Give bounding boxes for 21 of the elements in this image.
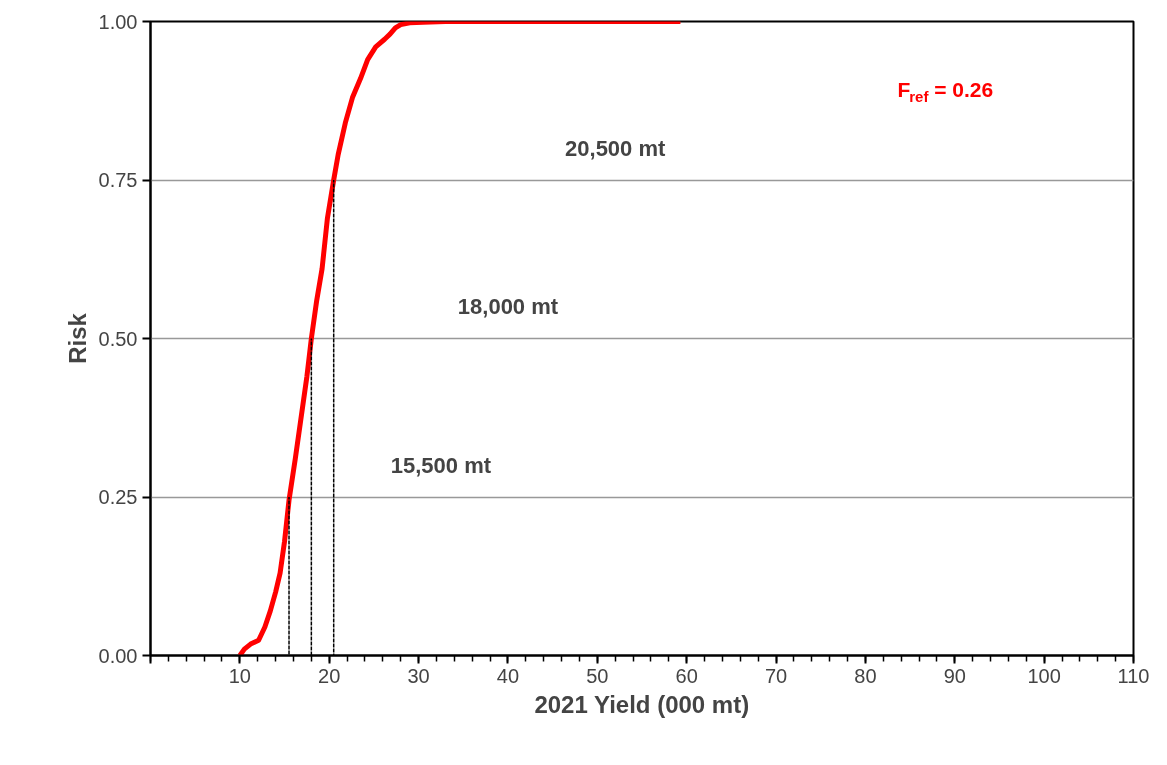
- x-tick-label: 10: [228, 664, 251, 687]
- x-tick-label: 20: [318, 664, 341, 687]
- x-axis-title: 2021 Yield (000 mt): [534, 690, 750, 718]
- x-tick-label: 50: [586, 664, 609, 687]
- y-tick-label: 1.00: [98, 10, 138, 33]
- x-tick-label: 80: [854, 664, 877, 687]
- x-tick-label: 40: [496, 664, 520, 687]
- x-tick-label: 100: [1027, 664, 1061, 687]
- annotation: 18,000 mt: [457, 294, 559, 320]
- annotation: 15,500 mt: [390, 452, 492, 478]
- x-tick-label: 60: [675, 664, 698, 687]
- y-tick-label: 0.25: [98, 486, 138, 508]
- annotation: 20,500 mt: [565, 135, 667, 161]
- x-tick-label: 90: [943, 664, 966, 687]
- y-tick-label: 0.50: [98, 327, 138, 350]
- y-tick-label: 0.75: [98, 169, 138, 191]
- y-tick-label: 0.00: [98, 644, 138, 667]
- x-tick-label: 110: [1117, 664, 1150, 687]
- x-tick-label: 30: [407, 664, 430, 687]
- x-tick-label: 70: [764, 664, 788, 687]
- y-axis-title: Risk: [63, 312, 91, 364]
